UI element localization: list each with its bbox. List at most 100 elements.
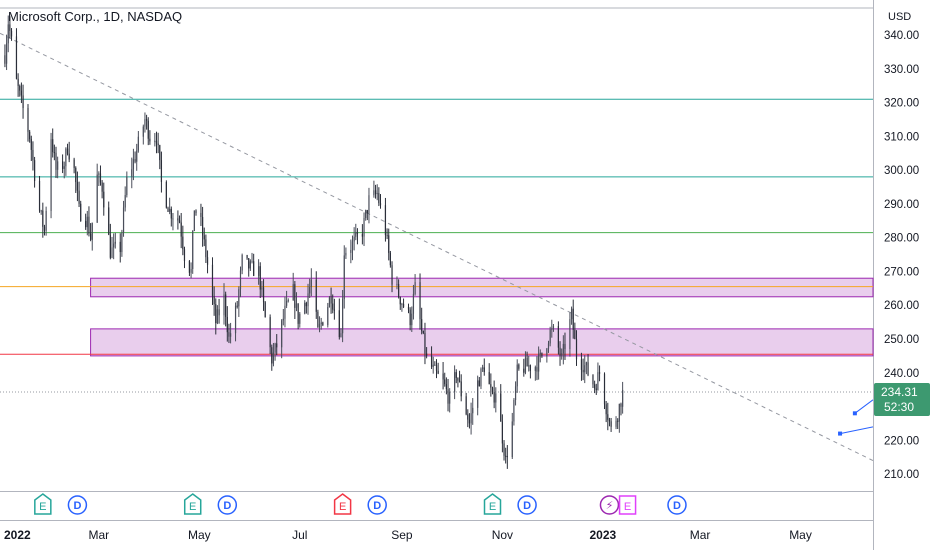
projection-anchor-0	[838, 431, 843, 436]
candle-body	[261, 287, 263, 290]
candle-body	[248, 258, 250, 269]
candle-body	[483, 367, 485, 373]
event-earnings-up-0[interactable]: E	[34, 493, 52, 515]
candle-body	[526, 357, 528, 367]
candle-body	[366, 210, 368, 214]
candle-body	[376, 193, 378, 195]
event-earnings-up-2[interactable]: E	[183, 493, 202, 515]
dividend-label: D	[73, 500, 81, 512]
candle-body	[113, 243, 115, 248]
candle-body	[424, 332, 426, 354]
event-earnings-up-6[interactable]: E	[483, 493, 502, 515]
event-dividend-10[interactable]: D	[667, 495, 687, 515]
dividend-icon	[217, 495, 238, 515]
candle-body	[213, 296, 215, 305]
candle-body	[455, 372, 457, 378]
candle-body	[131, 169, 133, 177]
candle-body	[188, 260, 191, 273]
candle-body	[534, 367, 536, 371]
earnings-icon	[183, 493, 202, 515]
candle-body	[574, 329, 576, 340]
x-tick-label: May	[188, 528, 211, 542]
candle-body	[557, 326, 559, 348]
candle-body	[561, 353, 563, 356]
event-dividend-1[interactable]: D	[67, 495, 88, 515]
candle-body	[603, 373, 606, 405]
candle-body	[218, 309, 220, 316]
candle-body	[137, 136, 139, 151]
candle-body	[299, 313, 301, 324]
candle-body	[274, 343, 276, 353]
candle-body	[180, 222, 182, 237]
event-dividend-7[interactable]: D	[517, 495, 537, 515]
candle-body	[89, 233, 92, 240]
candle-body	[10, 30, 13, 37]
candle-body	[91, 222, 93, 240]
candle-body	[528, 365, 530, 367]
candle-body	[333, 309, 335, 311]
candle-body	[61, 161, 64, 169]
x-tick-label: Jul	[292, 528, 307, 542]
candle-body	[85, 220, 87, 228]
event-earnings-down-4[interactable]: E	[333, 493, 352, 515]
candle-body	[468, 419, 471, 424]
candle-body	[340, 333, 342, 338]
candle-body	[378, 193, 380, 204]
candle-body	[132, 159, 135, 170]
candle-body	[63, 166, 65, 169]
candle-body	[193, 210, 195, 232]
candle-body	[170, 208, 172, 219]
candle-body	[4, 55, 6, 64]
horizontal-levels	[0, 98, 873, 393]
candle-body	[297, 303, 299, 324]
candle-body	[50, 139, 52, 211]
candle-body	[230, 333, 232, 337]
candle-body	[582, 369, 584, 373]
candle-body	[86, 216, 88, 228]
candle-body	[32, 149, 34, 161]
candle-body	[30, 139, 32, 150]
candle-body	[541, 352, 543, 357]
candle-body	[495, 393, 497, 403]
candle-body	[454, 372, 456, 392]
chart-title: Microsoft Corp., 1D, NASDAQ	[8, 9, 183, 24]
time-axis[interactable]: 2022 Mar May Jul Sep Nov 2023 Mar May	[4, 528, 812, 542]
candle-body	[234, 305, 237, 334]
candle-body	[251, 261, 253, 263]
y-tick-label: 340.00	[884, 30, 919, 42]
candle-body	[435, 365, 438, 371]
candle-body	[374, 190, 377, 195]
projection-line-0	[839, 426, 874, 435]
candle-body	[597, 372, 599, 391]
event-dividend-3[interactable]: D	[217, 495, 238, 515]
event-dividend-5[interactable]: D	[367, 495, 387, 515]
y-tick-label: 240.00	[884, 368, 919, 380]
candle-body	[223, 294, 225, 316]
candle-body	[76, 182, 79, 191]
candle-body	[538, 354, 540, 372]
x-tick-label: 2023	[590, 528, 617, 542]
candle-body	[134, 159, 136, 162]
dividend-icon	[517, 495, 537, 515]
y-tick-label: 300.00	[884, 165, 919, 177]
candle-body	[29, 131, 31, 140]
candle-body	[124, 195, 126, 208]
candle-body	[239, 270, 242, 290]
event-markers[interactable]: E D E D E D E D ⚡ E D	[34, 493, 687, 515]
candle-body	[7, 24, 9, 44]
candle-body	[167, 207, 169, 212]
candle-body	[109, 234, 111, 258]
candle-body	[584, 365, 586, 373]
y-tick-label: 280.00	[884, 233, 919, 245]
event-earnings-pending-9[interactable]: E	[618, 495, 637, 515]
candle-body	[318, 323, 321, 328]
event-split-8[interactable]: ⚡	[599, 495, 620, 515]
candle-body	[262, 287, 265, 303]
dividend-icon	[367, 495, 387, 515]
candle-body	[121, 232, 123, 253]
candle-body	[66, 148, 69, 154]
candle-body	[480, 368, 482, 387]
candle-body	[523, 368, 525, 373]
